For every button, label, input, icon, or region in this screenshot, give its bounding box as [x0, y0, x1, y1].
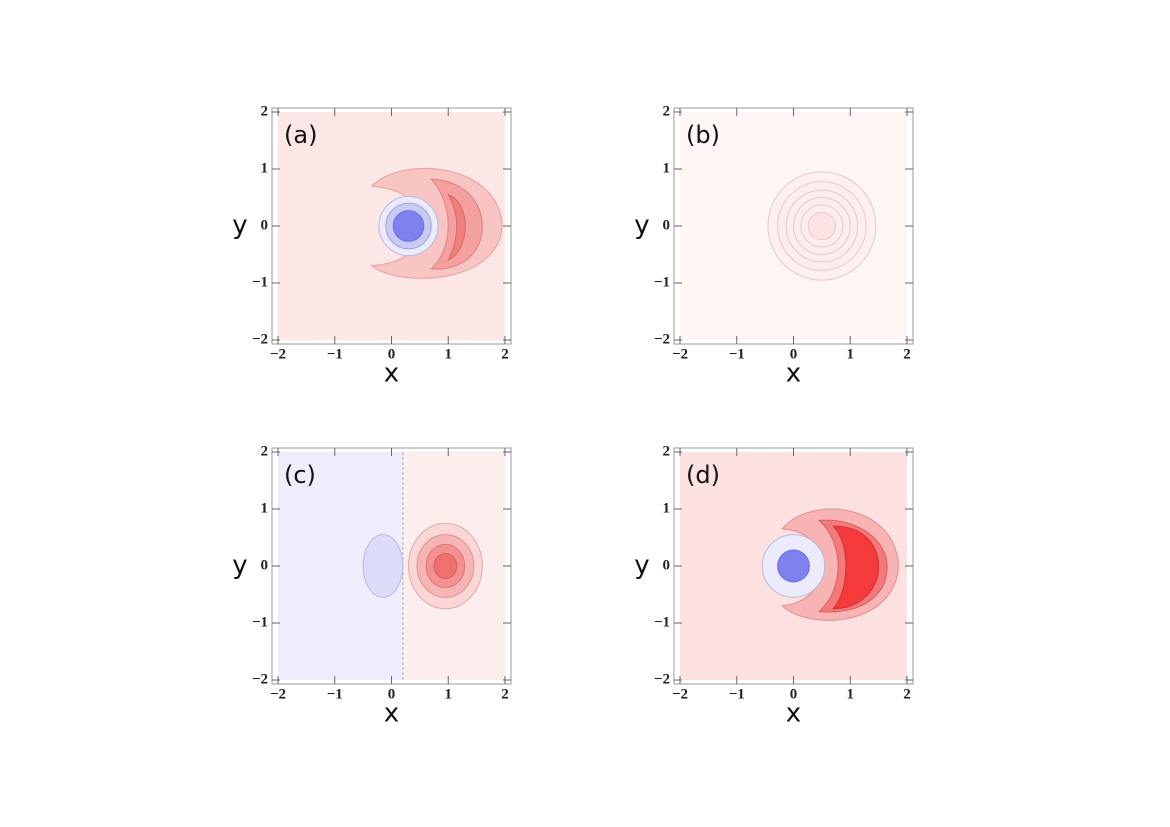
y-axis-label: y [232, 551, 247, 581]
y-tick-label: −2 [654, 331, 670, 347]
y-tick-label: −2 [654, 671, 670, 687]
y-tick-label: 0 [261, 557, 269, 573]
y-tick-label: −1 [654, 614, 670, 630]
x-tick-label: 2 [501, 686, 509, 702]
y-tick-label: 2 [261, 103, 269, 119]
y-tick-label: 0 [261, 217, 269, 233]
y-tick-label: 1 [261, 160, 269, 176]
x-tick-label: −1 [327, 346, 343, 362]
x-axis-label: x [786, 699, 801, 729]
x-tick-label: 0 [388, 346, 396, 362]
contour-d [680, 452, 907, 680]
x-tick-label: 0 [790, 686, 798, 702]
panel-label: (d) [686, 461, 720, 489]
x-tick-label: 1 [445, 686, 453, 702]
x-axis-label: x [384, 359, 399, 389]
panel-label: (c) [284, 461, 316, 489]
contour-c [278, 452, 505, 680]
y-axis-label: y [634, 551, 649, 581]
x-axis-label: x [384, 699, 399, 729]
y-axis-label: y [232, 211, 247, 241]
x-tick-label: −1 [729, 346, 745, 362]
x-axis-label: x [786, 359, 801, 389]
x-tick-label: 2 [903, 346, 911, 362]
y-tick-label: −2 [252, 331, 268, 347]
contour-b [680, 112, 907, 340]
y-tick-label: 0 [663, 217, 671, 233]
x-tick-label: −1 [729, 686, 745, 702]
x-tick-label: 2 [903, 686, 911, 702]
y-tick-label: 2 [261, 443, 269, 459]
x-tick-label: −2 [672, 346, 688, 362]
x-tick-label: 2 [501, 346, 509, 362]
panel-label: (b) [686, 121, 720, 149]
panel-label: (a) [284, 121, 317, 149]
y-axis-label: y [634, 211, 649, 241]
y-tick-label: −1 [252, 274, 268, 290]
contour-a [278, 112, 505, 340]
x-tick-label: 1 [445, 346, 453, 362]
y-tick-label: 1 [663, 500, 671, 516]
x-tick-label: −2 [672, 686, 688, 702]
y-tick-label: 2 [663, 443, 671, 459]
y-tick-label: 0 [663, 557, 671, 573]
y-tick-label: −1 [654, 274, 670, 290]
x-tick-label: 0 [388, 686, 396, 702]
x-tick-label: −1 [327, 686, 343, 702]
x-tick-label: −2 [270, 686, 286, 702]
y-tick-label: 1 [261, 500, 269, 516]
x-tick-label: −2 [270, 346, 286, 362]
y-tick-label: −1 [252, 614, 268, 630]
y-tick-label: −2 [252, 671, 268, 687]
x-tick-label: 0 [790, 346, 798, 362]
y-tick-label: 1 [663, 160, 671, 176]
x-tick-label: 1 [847, 686, 855, 702]
y-tick-label: 2 [663, 103, 671, 119]
x-tick-label: 1 [847, 346, 855, 362]
